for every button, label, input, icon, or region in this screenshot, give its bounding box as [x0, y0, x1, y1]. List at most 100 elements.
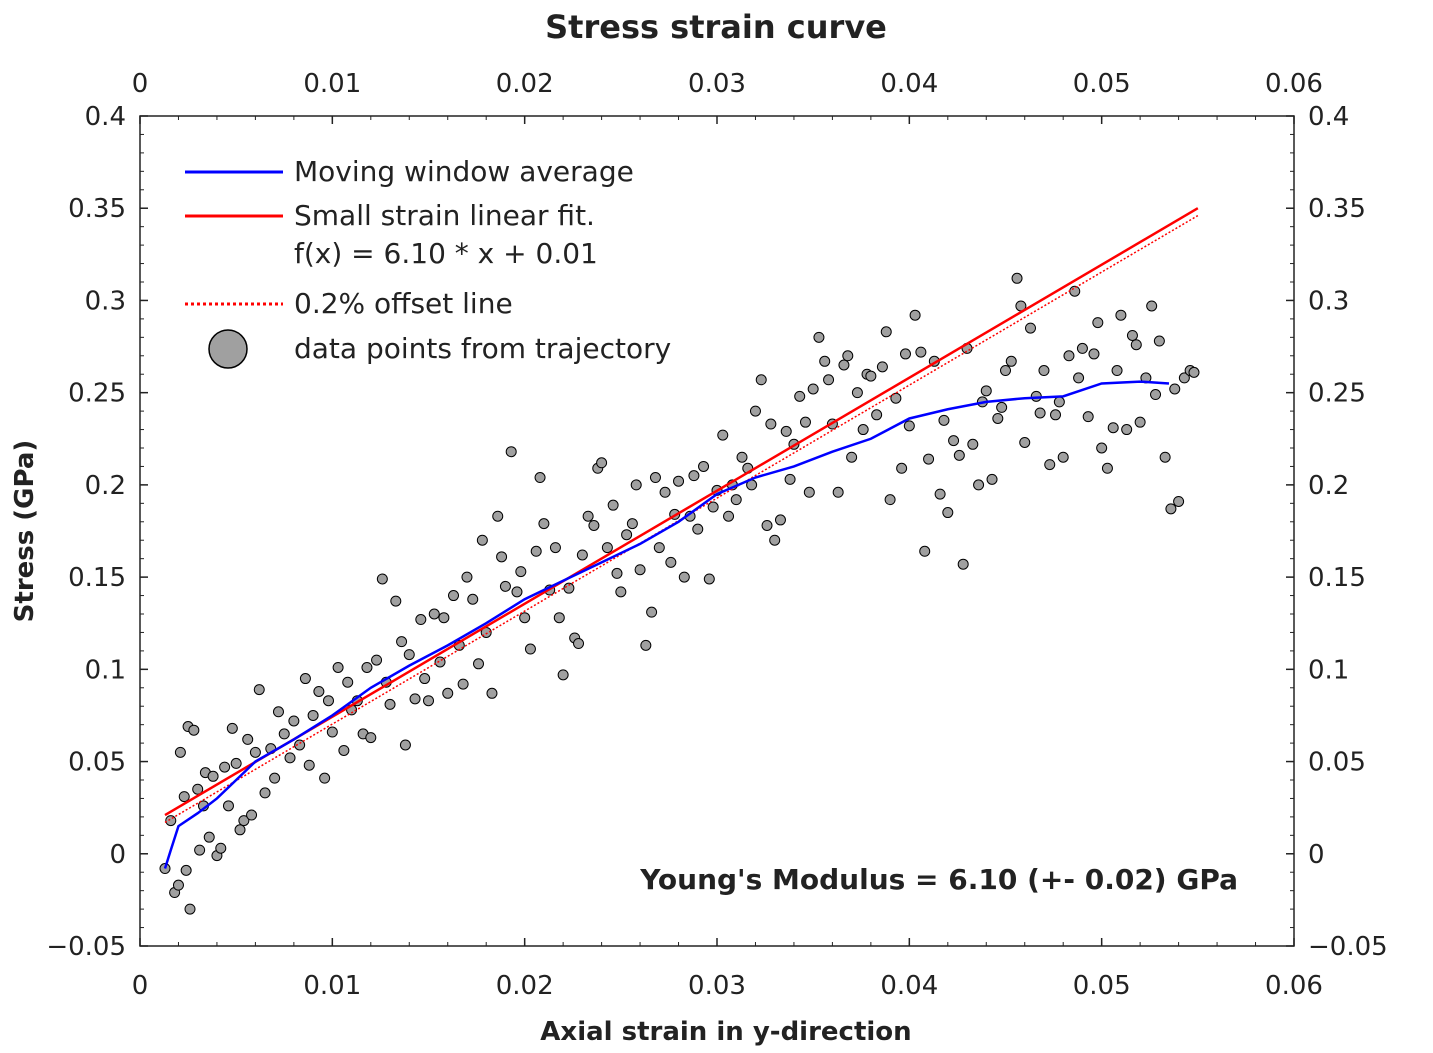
data-point	[396, 636, 408, 648]
y-right-tick-label: 0.25	[1308, 379, 1366, 409]
x-top-tick-label: 0.01	[303, 69, 361, 99]
legend-label-data-points: data points from trajectory	[294, 332, 671, 365]
data-point	[1005, 355, 1017, 367]
x-tick-label: 0.02	[496, 971, 554, 1001]
data-point	[842, 350, 854, 362]
data-point	[486, 687, 498, 699]
data-point	[967, 438, 979, 450]
y-right-tick-label: −0.05	[1308, 932, 1388, 962]
data-point	[515, 566, 527, 578]
data-point	[365, 732, 377, 744]
data-point	[326, 726, 338, 738]
data-point	[467, 593, 479, 605]
data-point	[423, 695, 434, 707]
data-point	[499, 580, 511, 592]
data-point	[665, 556, 677, 568]
data-point	[576, 549, 588, 561]
data-point	[573, 638, 585, 650]
data-point	[457, 678, 469, 690]
data-point	[903, 420, 915, 432]
data-point	[1121, 424, 1133, 436]
data-point	[253, 684, 265, 696]
data-point	[313, 685, 325, 697]
data-point	[717, 429, 729, 441]
data-point	[1169, 383, 1181, 395]
data-point	[615, 586, 627, 598]
data-point	[865, 370, 877, 382]
data-point	[390, 595, 402, 607]
data-point	[319, 772, 331, 784]
data-point	[1025, 322, 1037, 334]
data-point	[588, 519, 600, 531]
data-point	[838, 359, 850, 371]
plot-marks	[159, 207, 1200, 915]
data-point	[780, 425, 792, 437]
data-point	[823, 374, 835, 386]
data-point	[1126, 329, 1138, 341]
y-right-tick-label: 0	[1308, 840, 1325, 870]
legend: Moving window average Small strain linea…	[185, 155, 671, 369]
data-point	[640, 639, 652, 651]
data-point	[646, 606, 658, 618]
data-point	[563, 582, 575, 594]
data-point	[774, 514, 786, 526]
data-point	[222, 800, 234, 812]
y-tick-label: 0.05	[68, 748, 126, 778]
data-point	[884, 494, 896, 506]
data-point	[1096, 442, 1108, 454]
data-point	[794, 390, 806, 402]
data-point	[915, 346, 927, 358]
data-point	[871, 409, 883, 421]
x-tick-label: 0.03	[688, 971, 746, 1001]
data-point	[226, 722, 238, 734]
data-point	[736, 451, 748, 463]
data-point	[419, 673, 431, 685]
x-tick-label: 0.04	[880, 971, 938, 1001]
data-point	[194, 844, 206, 856]
data-point	[259, 787, 271, 799]
data-point	[434, 656, 446, 668]
data-point	[688, 470, 700, 482]
x-top-tick-label: 0.05	[1073, 69, 1131, 99]
x-top-tick-label: 0	[132, 69, 149, 99]
data-point	[303, 759, 315, 771]
data-point	[1165, 503, 1177, 515]
data-point	[692, 523, 704, 535]
y-tick-label: 0.1	[85, 655, 126, 685]
data-point	[1159, 451, 1171, 463]
data-point	[896, 462, 908, 474]
data-point	[234, 824, 246, 836]
data-point	[703, 573, 715, 585]
data-point	[409, 693, 421, 705]
data-point	[761, 519, 773, 531]
data-point	[653, 542, 665, 554]
data-point	[784, 473, 796, 485]
data-point	[1019, 436, 1031, 448]
data-point	[207, 770, 219, 782]
data-point	[1000, 365, 1011, 377]
data-point	[361, 661, 373, 673]
data-point	[242, 733, 254, 745]
data-point	[1063, 350, 1075, 362]
data-point	[165, 815, 177, 827]
y-right-tick-label: 0.2	[1308, 471, 1349, 501]
data-point	[819, 355, 831, 367]
data-point	[461, 571, 473, 583]
data-point	[294, 739, 306, 751]
legend-label-moving-average: Moving window average	[294, 155, 634, 188]
data-point	[1115, 309, 1127, 321]
data-point	[634, 564, 646, 576]
y-tick-label: 0.35	[68, 194, 126, 224]
data-point	[630, 479, 642, 491]
data-point	[832, 486, 844, 498]
data-point	[846, 451, 858, 463]
plot-frame	[139, 115, 1295, 947]
data-point	[673, 475, 685, 487]
data-point	[1188, 366, 1200, 378]
data-point	[307, 709, 319, 721]
data-point	[1146, 300, 1158, 312]
data-point	[1038, 365, 1050, 377]
y-right-tick-label: 0.3	[1308, 286, 1349, 316]
data-point	[278, 728, 290, 740]
data-point	[178, 791, 190, 803]
